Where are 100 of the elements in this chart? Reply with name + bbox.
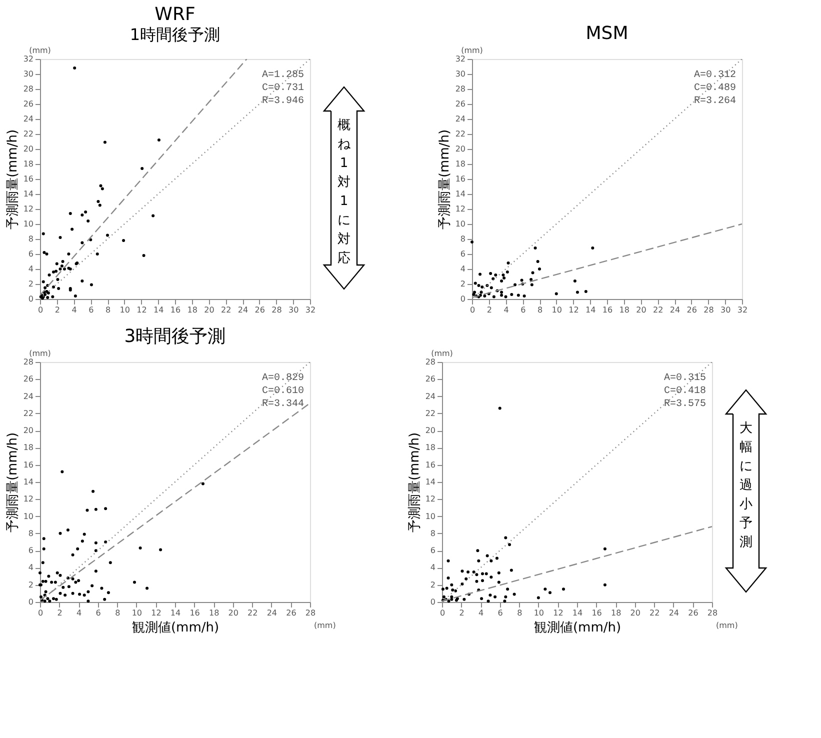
y-tick-label: 16 bbox=[23, 174, 34, 184]
x-tick-label: 8 bbox=[537, 306, 543, 314]
x-tick-label: 14 bbox=[170, 608, 181, 618]
y-axis-title: 予測雨量(mm/h) bbox=[407, 432, 422, 533]
y-tick-label: 10 bbox=[425, 512, 436, 521]
y-tick-label: 26 bbox=[23, 374, 34, 384]
annotation: C=0.610 bbox=[262, 386, 304, 397]
y-tick-label: 28 bbox=[23, 358, 34, 366]
x-tick-label: 6 bbox=[96, 608, 101, 618]
x-tick-label: 20 bbox=[204, 306, 214, 314]
x-tick-label: 2 bbox=[57, 608, 62, 618]
x-tick-label: 12 bbox=[151, 608, 162, 618]
y-tick-label: 14 bbox=[23, 478, 34, 486]
y-tick-label: 32 bbox=[455, 54, 466, 64]
y-axis-title: 予測雨量(mm/h) bbox=[437, 129, 452, 230]
y-tick-label: 20 bbox=[455, 144, 466, 154]
y-tick-label: 6 bbox=[430, 546, 436, 556]
text: (mm) bbox=[461, 46, 483, 55]
text: 概ね1対1に対応 bbox=[338, 118, 352, 266]
y-tick-label: 0 bbox=[430, 598, 436, 606]
y-tick-label: 20 bbox=[23, 144, 34, 154]
x-tick-label: 18 bbox=[610, 608, 622, 618]
x-tick-label: 22 bbox=[653, 306, 664, 314]
annotation: C=0.731 bbox=[262, 83, 304, 94]
x-tick-label: 4 bbox=[504, 306, 509, 314]
annotation: R=3.575 bbox=[664, 399, 706, 410]
x-tick-label: 18 bbox=[619, 306, 630, 314]
y-tick-label: 18 bbox=[23, 443, 34, 452]
y-tick-label: 28 bbox=[455, 84, 466, 94]
x-tick-label: 10 bbox=[534, 608, 544, 618]
annotation: C=0.489 bbox=[694, 83, 736, 94]
x-tick-label: 6 bbox=[520, 306, 526, 314]
y-tick-label: 26 bbox=[23, 100, 34, 108]
x-tick-label: 6 bbox=[88, 306, 94, 314]
y-tick-label: 22 bbox=[23, 408, 34, 418]
x-tick-label: 22 bbox=[650, 608, 660, 618]
x-tick-label: 0 bbox=[38, 608, 44, 618]
x-tick-label: 28 bbox=[272, 306, 282, 314]
y-tick-label: 22 bbox=[23, 130, 34, 138]
y-tick-label: 2 bbox=[460, 280, 466, 288]
x-tick-label: 24 bbox=[670, 306, 680, 314]
chart-subtitle: 1時間後予測 bbox=[130, 25, 220, 44]
y-tick-label: 16 bbox=[23, 460, 34, 470]
x-tick-label: 18 bbox=[208, 608, 220, 618]
y-tick-label: 28 bbox=[425, 358, 436, 366]
y-tick-label: 6 bbox=[460, 250, 466, 258]
text: (mm) bbox=[314, 621, 336, 630]
y-tick-label: 0 bbox=[28, 598, 34, 606]
annotation: R=3.946 bbox=[262, 96, 304, 107]
y-tick-label: 2 bbox=[430, 580, 436, 590]
x-tick-label: 10 bbox=[552, 306, 562, 314]
x-tick-label: 30 bbox=[720, 306, 731, 314]
y-tick-label: 2 bbox=[28, 280, 34, 288]
x-tick-label: 22 bbox=[248, 608, 258, 618]
y-tick-label: 8 bbox=[28, 528, 34, 538]
annotation: A=0.312 bbox=[694, 70, 736, 81]
y-tick-label: 30 bbox=[455, 70, 466, 78]
y-tick-label: 4 bbox=[460, 264, 466, 274]
x-tick-label: 28 bbox=[305, 608, 316, 618]
x-tick-label: 12 bbox=[553, 608, 564, 618]
annotation: A=0.315 bbox=[664, 373, 706, 384]
y-axis-title: 予測雨量(mm/h) bbox=[5, 432, 20, 533]
x-tick-label: 8 bbox=[105, 306, 111, 314]
text: (mm) bbox=[29, 349, 51, 358]
text: (mm) bbox=[431, 349, 453, 358]
x-tick-label: 8 bbox=[115, 608, 120, 618]
x-tick-label: 0 bbox=[470, 306, 476, 314]
x-tick-label: 10 bbox=[120, 306, 130, 314]
y-tick-label: 18 bbox=[425, 443, 436, 452]
y-tick-label: 32 bbox=[23, 54, 34, 64]
y-tick-label: 4 bbox=[430, 563, 436, 572]
x-tick-label: 24 bbox=[668, 608, 680, 618]
x-tick-label: 14 bbox=[586, 306, 596, 314]
x-tick-label: 30 bbox=[288, 306, 299, 314]
x-tick-label: 24 bbox=[266, 608, 278, 618]
x-tick-label: 0 bbox=[440, 608, 446, 618]
y-tick-label: 10 bbox=[455, 220, 466, 228]
annotation: A=0.829 bbox=[262, 373, 304, 384]
y-tick-label: 8 bbox=[460, 234, 466, 244]
annotation: R=3.344 bbox=[262, 399, 304, 410]
annotation: A=1.285 bbox=[262, 70, 304, 81]
y-tick-label: 6 bbox=[28, 250, 34, 258]
y-tick-label: 10 bbox=[23, 512, 34, 521]
y-tick-label: 26 bbox=[455, 100, 466, 108]
x-tick-label: 20 bbox=[636, 306, 646, 314]
x-tick-label: 18 bbox=[187, 306, 198, 314]
x-tick-label: 26 bbox=[254, 306, 265, 314]
x-tick-label: 4 bbox=[72, 306, 77, 314]
x-tick-label: 16 bbox=[170, 306, 181, 314]
y-tick-label: 8 bbox=[28, 234, 34, 244]
y-tick-label: 4 bbox=[28, 264, 34, 274]
y-tick-label: 16 bbox=[425, 460, 436, 470]
y-tick-label: 28 bbox=[23, 84, 34, 94]
y-tick-label: 12 bbox=[455, 204, 466, 214]
text: 大幅に過小予測 bbox=[740, 421, 752, 550]
annotation: C=0.418 bbox=[664, 386, 706, 397]
x-tick-label: 16 bbox=[592, 608, 602, 618]
y-tick-label: 0 bbox=[460, 294, 466, 304]
x-tick-label: 16 bbox=[602, 306, 613, 314]
text: (mm) bbox=[716, 621, 738, 630]
